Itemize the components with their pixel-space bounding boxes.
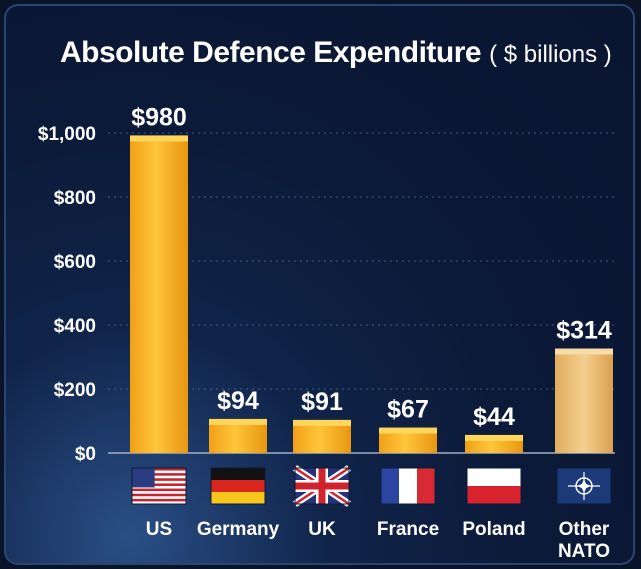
bar-value-label: $94 <box>217 387 259 415</box>
y-tick-label: $600 <box>54 252 96 273</box>
flag-canton <box>132 468 155 488</box>
flag-band <box>211 492 265 504</box>
x-category-label: Other <box>559 519 610 540</box>
flag-stripe <box>132 501 186 504</box>
flag-stripe <box>132 473 186 477</box>
bar-top <box>293 419 351 426</box>
us-flag-icon <box>131 467 187 505</box>
flag-stripe <box>132 496 186 499</box>
y-tick-label: $400 <box>54 316 96 337</box>
bar-top <box>555 348 613 355</box>
y-tick-label: $200 <box>54 380 96 401</box>
flag-band <box>417 468 435 504</box>
uk-flag-icon <box>293 465 351 507</box>
france-flag-icon <box>380 467 436 505</box>
flag-stripe <box>132 468 186 471</box>
flag-stripe <box>132 488 186 492</box>
bar <box>293 423 351 453</box>
flag-stripe <box>132 486 186 489</box>
flag-stripe <box>132 470 186 474</box>
x-category-label: UK <box>308 519 336 540</box>
flag-band <box>467 468 521 486</box>
bar-value-label: $67 <box>387 396 429 424</box>
bar-top <box>379 427 437 434</box>
x-category-label: US <box>146 519 172 540</box>
y-tick-label: $800 <box>54 188 96 209</box>
y-tick-label: $0 <box>75 444 96 465</box>
flag-stripe <box>132 491 186 494</box>
bar <box>465 438 523 453</box>
nato-flag-icon <box>556 467 612 505</box>
bar-top <box>209 418 267 425</box>
bar-value-label: $44 <box>473 403 515 431</box>
bar <box>209 422 267 453</box>
bar-value-label: $980 <box>131 103 187 131</box>
flag-band <box>381 468 399 504</box>
flag-stripe <box>132 493 186 497</box>
flag-border <box>131 467 187 505</box>
flag-stripe <box>132 498 186 502</box>
bar <box>130 139 188 453</box>
x-category-label: Poland <box>462 519 525 540</box>
bar-value-label: $91 <box>301 388 343 416</box>
y-tick-label: $1,000 <box>38 124 96 145</box>
bar-top <box>130 135 188 142</box>
flag-border <box>294 467 350 505</box>
chart-title-text: Absolute Defence Expenditure <box>60 36 482 69</box>
flag-border <box>466 467 522 505</box>
flag-border <box>210 467 266 505</box>
flag-stripe <box>132 478 186 482</box>
chart-subtitle: ( $ billions ) <box>489 41 612 68</box>
bar-value-label: $314 <box>556 317 612 345</box>
x-category-label: France <box>377 519 439 540</box>
flag-compass-star <box>577 483 591 489</box>
chart-title: Absolute Defence Expenditure ( $ billions… <box>60 36 612 70</box>
flag-stripe <box>132 480 186 484</box>
germany-flag-icon <box>210 467 266 505</box>
flag-band <box>399 468 417 504</box>
flag-stripe <box>132 475 186 479</box>
poland-flag-icon <box>466 467 522 505</box>
flag-border <box>380 467 436 505</box>
bar <box>555 352 613 453</box>
flag-band <box>211 468 265 480</box>
flag-band <box>211 480 265 492</box>
flag-stripe <box>132 483 186 487</box>
bar-top <box>465 434 523 441</box>
flag-band <box>467 486 521 504</box>
x-category-label: Germany <box>197 519 280 540</box>
bar <box>379 431 437 453</box>
x-category-label: NATO <box>558 541 610 562</box>
flag-cross <box>295 482 349 490</box>
flag-border <box>556 467 612 505</box>
